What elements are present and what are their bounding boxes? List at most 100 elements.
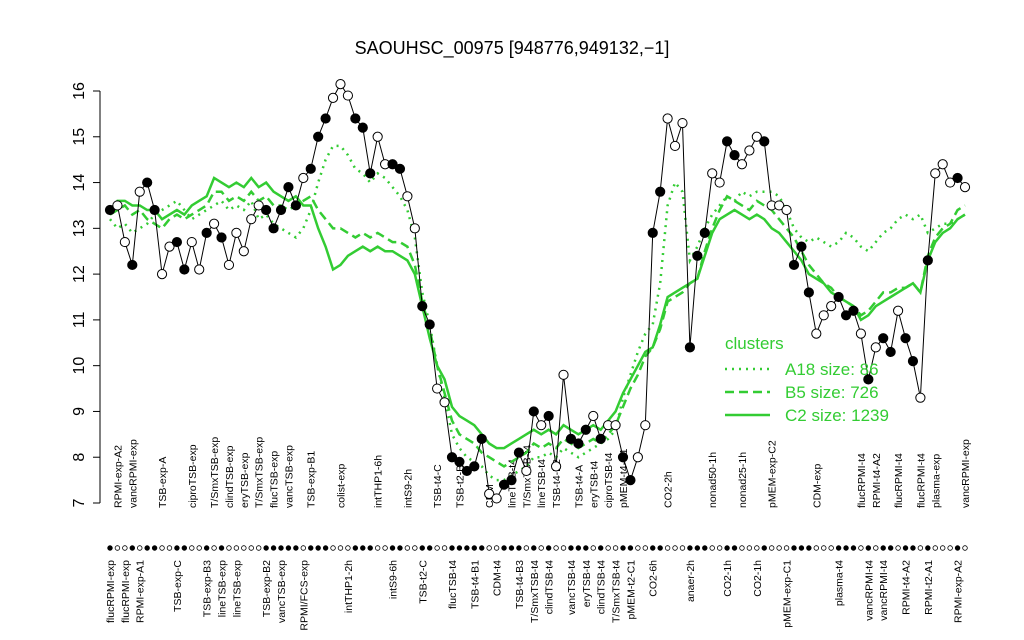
x-tick-label: TSB-exp-B1 <box>306 451 318 508</box>
rug-dot <box>880 545 886 551</box>
point <box>238 246 249 257</box>
rug-dot <box>865 545 872 551</box>
point <box>945 177 956 188</box>
point <box>550 461 562 472</box>
point <box>595 433 606 445</box>
chart-title: SAOUHSC_00975 [948776,949132,−1] <box>355 38 670 59</box>
point <box>119 236 130 248</box>
x-tick-label: eryTSB-t4 <box>588 461 600 508</box>
rug-dot <box>731 545 738 551</box>
point <box>513 447 525 458</box>
rug-dot <box>449 545 455 551</box>
point <box>394 163 406 174</box>
point <box>707 168 718 179</box>
point <box>848 305 859 316</box>
point <box>573 438 584 449</box>
point <box>915 392 926 403</box>
point <box>402 191 413 202</box>
rug-dot <box>627 545 634 551</box>
point <box>647 227 658 239</box>
rug-dot <box>954 545 961 551</box>
point <box>454 456 465 467</box>
rug-dot <box>486 545 492 551</box>
rug-dot <box>947 545 953 551</box>
data-line <box>109 83 966 500</box>
point <box>357 122 368 133</box>
point <box>684 342 696 353</box>
rug-dot <box>828 545 834 551</box>
rug-dot <box>233 545 240 551</box>
x-tick-label: clindTSB-t4 <box>596 560 608 614</box>
x-tick-label: CO2-1h <box>722 560 734 597</box>
rug-dot <box>873 545 879 551</box>
y-tick-label: 8 <box>71 453 88 462</box>
point <box>744 145 755 156</box>
point <box>892 305 904 316</box>
x-tick-label: vancTSB-exp <box>283 445 295 508</box>
point <box>424 319 435 330</box>
rug-dot <box>367 545 373 551</box>
point <box>528 406 539 417</box>
rug-dot <box>122 545 128 551</box>
rug-dot <box>174 545 180 551</box>
rug-dot <box>568 545 574 551</box>
point <box>662 113 673 124</box>
point <box>223 259 235 271</box>
rug-dot <box>590 545 596 551</box>
point <box>164 241 175 252</box>
x-tick-label: flucRPMI-t4 <box>915 453 927 508</box>
point <box>558 369 569 380</box>
rug-dot <box>293 545 299 551</box>
point <box>952 172 963 184</box>
x-tick-label: plasma-t4 <box>834 560 846 606</box>
legend-label: C2 size: 1239 <box>785 406 889 425</box>
x-tick-label: CO2-1h <box>752 560 764 597</box>
point <box>692 250 703 261</box>
point <box>290 200 301 211</box>
rug-dot <box>241 545 247 551</box>
point <box>580 424 591 435</box>
x-tick-label: TSB-exp-C <box>172 560 184 612</box>
rug-dot <box>724 545 730 551</box>
legend-title: clusters <box>725 334 784 353</box>
rug-dot <box>798 545 805 551</box>
point <box>588 410 599 422</box>
point <box>134 186 145 197</box>
rug-dot <box>255 545 262 551</box>
rug-dot <box>248 545 254 551</box>
point <box>305 163 316 174</box>
x-tick-label: TSB-t4-B1 <box>469 560 481 609</box>
point <box>796 241 807 252</box>
x-tick-label: ciproTSB-exp <box>187 444 199 508</box>
x-tick-label: intTHP1-6h <box>373 455 385 508</box>
rug-dot <box>523 545 530 551</box>
point <box>112 200 123 211</box>
rug-dot <box>545 545 552 551</box>
point <box>818 310 829 321</box>
point <box>759 136 770 147</box>
point <box>736 159 748 170</box>
point <box>432 383 443 394</box>
point <box>937 159 948 170</box>
x-tick-label: colist-exp <box>335 463 347 508</box>
x-tick-label: TSB-t4-C <box>432 464 444 508</box>
x-tick-label: CDM-t4 <box>492 560 504 596</box>
rug-dot <box>508 545 515 551</box>
x-tick-label: anaer-2h <box>685 560 697 602</box>
y-tick-label: 16 <box>71 82 88 100</box>
rug-dot <box>300 545 307 551</box>
y-tick-label: 13 <box>71 219 88 237</box>
rug-dot <box>144 545 150 551</box>
x-tick-label: vancTSB-exp <box>276 560 288 623</box>
rug-dot <box>902 545 909 551</box>
rug-dot <box>434 545 440 551</box>
x-tick-label: pMEM-t4-C1 <box>618 448 630 508</box>
point <box>833 291 844 303</box>
rug-dot <box>471 545 478 551</box>
y-tick-label: 10 <box>71 357 88 375</box>
rug-dot <box>925 545 931 551</box>
rug-dot <box>456 545 463 551</box>
rug-dot <box>754 545 760 551</box>
point <box>320 113 331 124</box>
x-tick-label: clindTSB-exp <box>224 445 236 508</box>
